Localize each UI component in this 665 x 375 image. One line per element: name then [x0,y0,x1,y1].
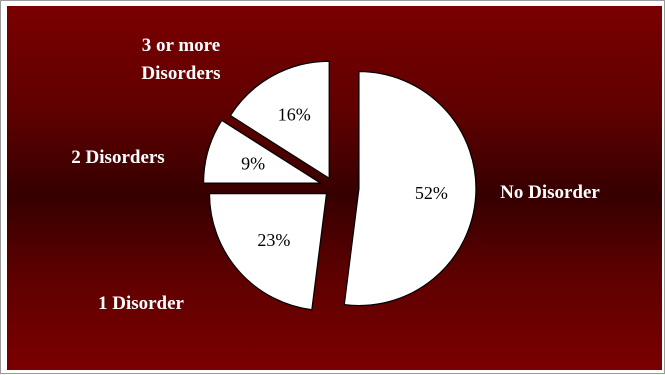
pie-slice-1-disorder [208,193,328,311]
pie-slice-2-disorders [202,119,323,184]
pct-label-2-disorders: 9% [241,154,265,174]
pct-label-no-disorder: 52% [415,183,448,203]
category-label-no-disorder: No Disorder [500,182,600,203]
category-label-1-disorder: 1 Disorder [98,293,185,314]
category-label-3-or-more-disorders: 3 or more Disorders [141,35,220,84]
chart-area [7,6,662,370]
pct-label-3-or-more-disorders: 16% [278,105,311,125]
pct-label-1-disorder: 23% [257,230,290,250]
pie-slice-3-or-more-disorders [229,60,330,180]
category-label-2-disorders: 2 Disorders [71,147,164,168]
pie-slice-no-disorder [343,70,477,307]
